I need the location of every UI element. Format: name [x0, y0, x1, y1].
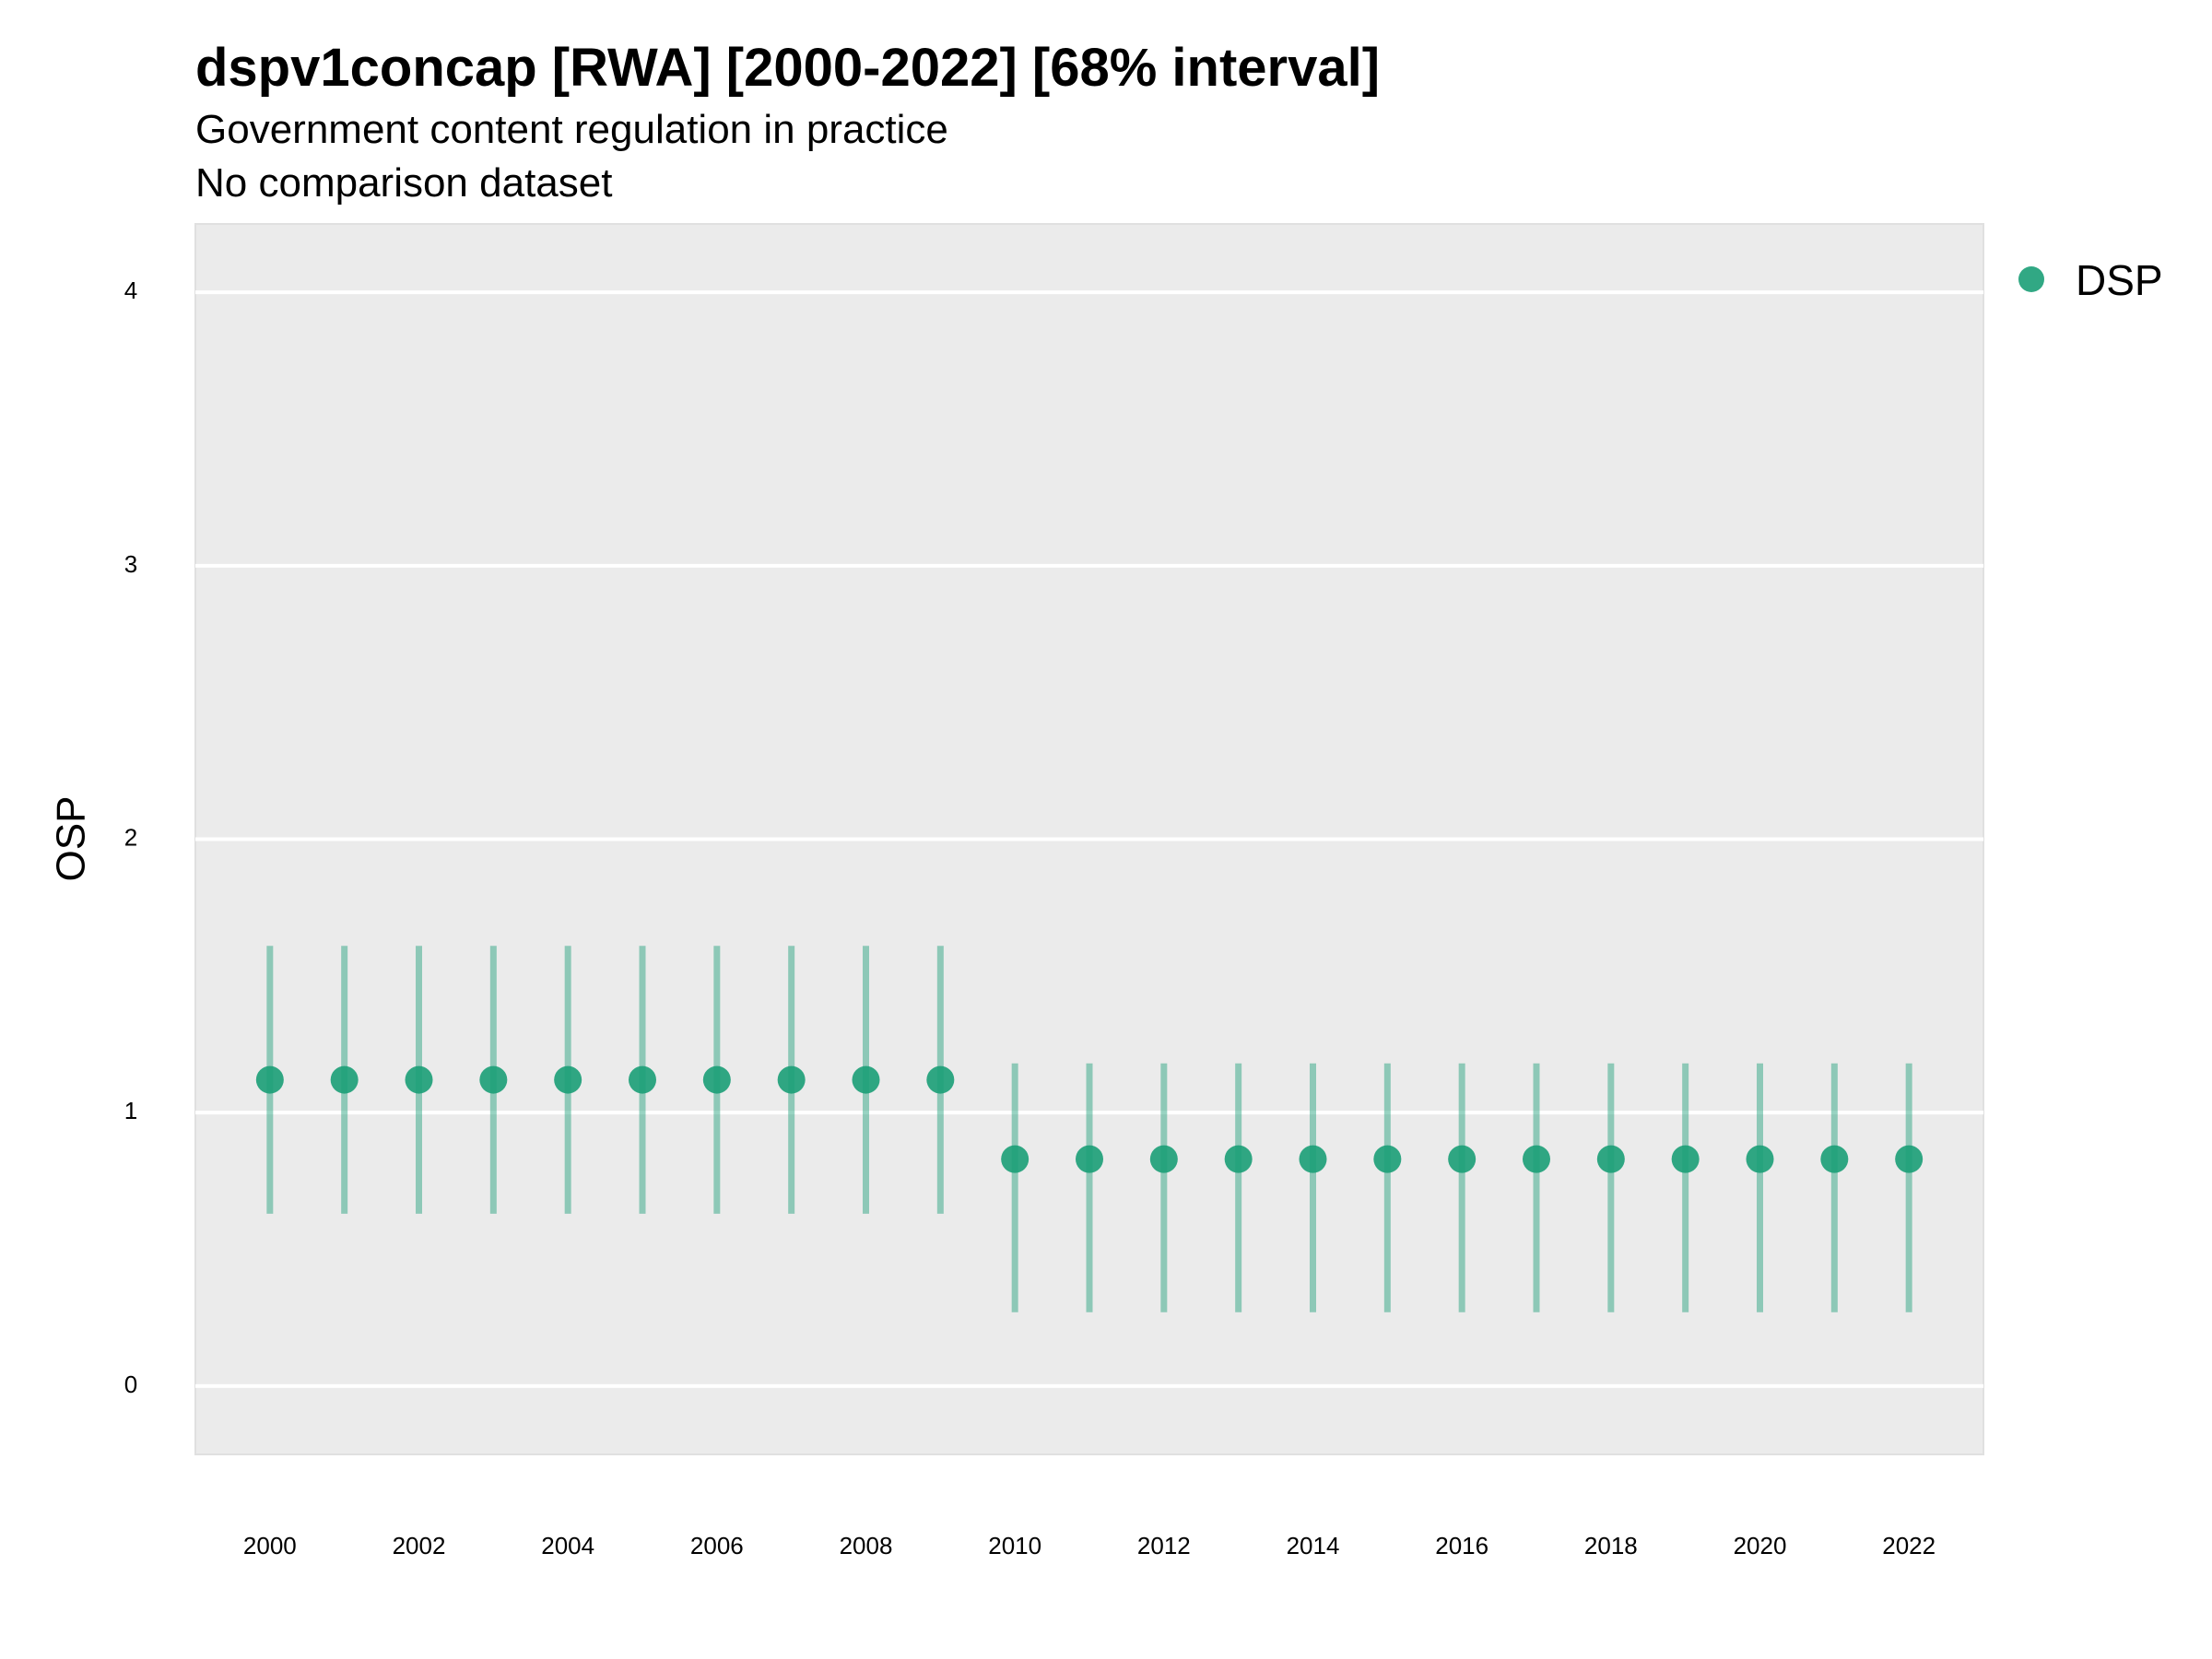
data-point — [479, 1065, 508, 1094]
x-tick-label: 2022 — [1882, 1532, 1936, 1559]
data-point — [1299, 1145, 1327, 1173]
chart-subtitle: Government content regulation in practic… — [195, 107, 948, 152]
x-tick-label: 2006 — [690, 1532, 744, 1559]
data-point — [1820, 1145, 1849, 1173]
x-tick-label: 2012 — [1137, 1532, 1191, 1559]
data-point — [1523, 1145, 1550, 1173]
data-point — [330, 1065, 359, 1094]
data-point — [1895, 1145, 1924, 1173]
legend-label-dsp: DSP — [2076, 256, 2163, 304]
data-point — [1373, 1145, 1402, 1173]
y-tick-label: 4 — [124, 276, 137, 304]
data-point — [554, 1065, 582, 1094]
y-axis-label: OSP — [49, 796, 94, 882]
chart-title: dspv1concap [RWA] [2000-2022] [68% inter… — [195, 38, 1381, 98]
x-tick-label: 2016 — [1435, 1532, 1488, 1559]
data-point — [1001, 1145, 1030, 1173]
data-point — [852, 1065, 880, 1094]
x-tick-label: 2018 — [1584, 1532, 1638, 1559]
x-tick-label: 2000 — [243, 1532, 297, 1559]
legend: DSP — [2018, 256, 2163, 304]
data-point — [777, 1065, 806, 1094]
data-point — [255, 1065, 284, 1094]
data-point — [629, 1065, 656, 1094]
chart-subtitle-2: No comparison dataset — [195, 160, 613, 206]
x-tick-label: 2020 — [1734, 1532, 1787, 1559]
x-tick-label: 2010 — [988, 1532, 1041, 1559]
data-point — [1076, 1145, 1103, 1173]
y-tick-label: 0 — [124, 1371, 137, 1398]
data-point — [1448, 1145, 1477, 1173]
x-tick-label: 2014 — [1287, 1532, 1340, 1559]
x-tick-label: 2004 — [541, 1532, 594, 1559]
x-tick-label: 2002 — [393, 1532, 446, 1559]
legend-marker-dsp — [2018, 266, 2044, 292]
data-point — [1149, 1145, 1178, 1173]
data-point — [1671, 1145, 1700, 1173]
data-point — [702, 1065, 731, 1094]
data-point — [1746, 1145, 1774, 1173]
y-tick-label: 3 — [124, 550, 137, 578]
x-tick-label: 2008 — [840, 1532, 893, 1559]
y-tick-label: 2 — [124, 824, 137, 852]
data-point — [1596, 1145, 1625, 1173]
y-tick-label: 1 — [124, 1097, 137, 1124]
data-point — [1224, 1145, 1253, 1173]
data-point — [926, 1065, 955, 1094]
data-point — [405, 1065, 433, 1094]
